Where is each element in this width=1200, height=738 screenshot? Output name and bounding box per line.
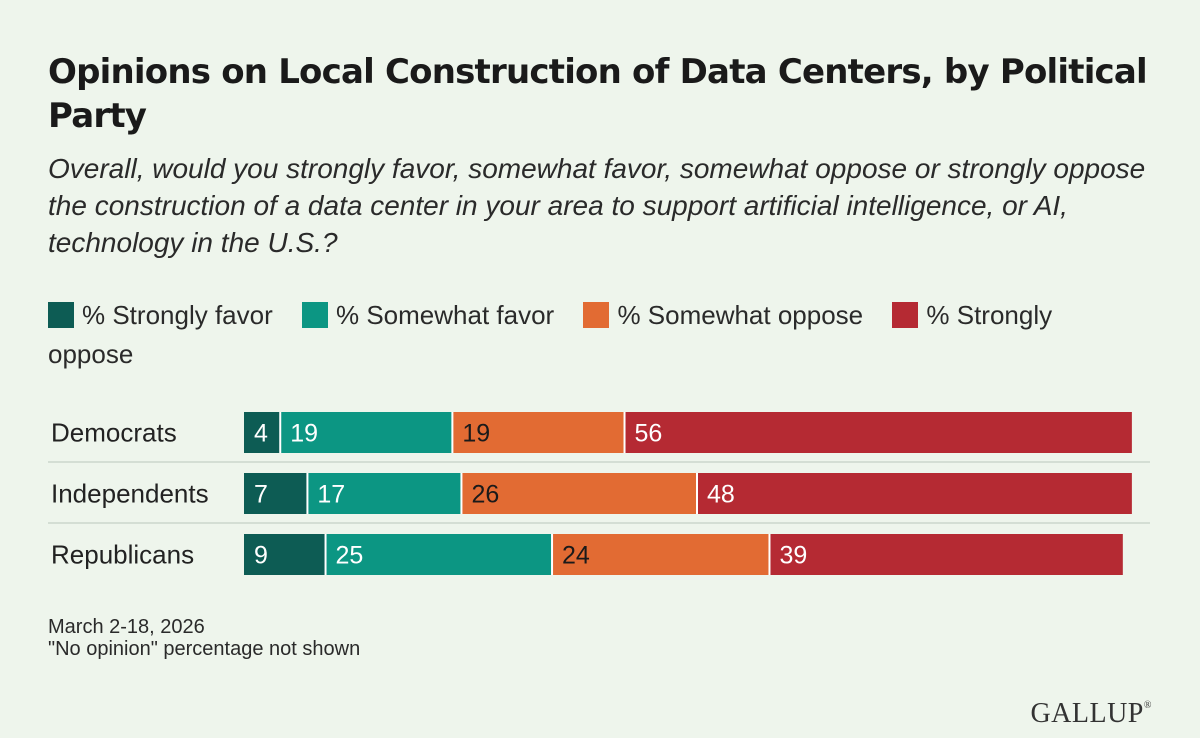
bar-independents-somewhat-favor xyxy=(307,473,462,514)
legend-item-somewhat-favor: % Somewhat favor xyxy=(301,300,555,330)
gallup-logo: GALLUP® xyxy=(1030,698,1152,730)
data-label-independents-somewhat-favor: 17 xyxy=(317,481,345,509)
bar-democrats-strongly-favor xyxy=(244,412,281,453)
legend-item-strongly-favor: % Strongly favor xyxy=(48,300,273,330)
bar-republicans-strongly-favor xyxy=(244,534,326,575)
category-label-independents: Independents xyxy=(51,479,209,509)
data-label-democrats-strongly-oppose: 56 xyxy=(635,420,663,448)
legend-label-strongly-oppose: % Strongly oppose xyxy=(48,300,1053,369)
chart-title: Opinions on Local Construction of Data C… xyxy=(48,52,1148,136)
brand-name: GALLUP xyxy=(1030,698,1144,729)
data-label-democrats-somewhat-favor: 19 xyxy=(290,420,318,448)
legend-swatch-strongly-oppose xyxy=(892,302,919,328)
survey-date: March 2-18, 2026 xyxy=(48,616,205,638)
legend-swatch-strongly-favor xyxy=(48,302,74,328)
legend-label-somewhat-favor: % Somewhat favor xyxy=(335,300,555,330)
legend-swatch-somewhat-favor xyxy=(301,302,328,328)
data-label-democrats-somewhat-oppose: 19 xyxy=(462,420,490,448)
legend-label-somewhat-oppose: % Somewhat oppose xyxy=(617,300,864,330)
bar-democrats-somewhat-favor xyxy=(280,412,453,453)
bar-republicans-somewhat-oppose xyxy=(552,534,770,575)
bar-republicans-strongly-oppose xyxy=(769,534,1123,575)
category-label-democrats: Democrats xyxy=(51,418,177,448)
legend-swatch-somewhat-oppose xyxy=(583,302,610,328)
data-label-republicans-strongly-oppose: 39 xyxy=(779,542,807,570)
bar-democrats-strongly-oppose xyxy=(624,412,1132,453)
chart-legend: % Strongly favor % Somewhat favor % Some… xyxy=(48,296,1138,374)
chart-subtitle: Overall, would you strongly favor, somew… xyxy=(48,153,1146,258)
category-label-republicans: Republicans xyxy=(51,540,194,570)
data-label-independents-strongly-oppose: 48 xyxy=(707,481,735,509)
bar-republicans-somewhat-favor xyxy=(325,534,553,575)
legend-item-strongly-oppose: % Strongly oppose xyxy=(48,300,1052,369)
chart-footnote: "No opinion" percentage not shown xyxy=(48,638,361,660)
bar-independents-strongly-oppose xyxy=(697,473,1132,514)
legend-label-strongly-favor: % Strongly favor xyxy=(82,300,273,330)
data-label-republicans-somewhat-favor: 25 xyxy=(336,542,364,570)
bar-independents-somewhat-oppose xyxy=(461,473,697,514)
data-label-independents-strongly-favor: 7 xyxy=(254,481,268,509)
registered-mark: ® xyxy=(1143,700,1152,711)
bar-independents-strongly-favor xyxy=(244,473,308,514)
legend-item-somewhat-oppose: % Somewhat oppose xyxy=(583,300,863,330)
data-label-republicans-strongly-favor: 9 xyxy=(254,542,268,570)
data-label-independents-somewhat-oppose: 26 xyxy=(471,481,499,509)
data-label-republicans-somewhat-oppose: 24 xyxy=(562,542,590,570)
bar-democrats-somewhat-oppose xyxy=(452,412,625,453)
data-label-democrats-strongly-favor: 4 xyxy=(254,420,268,448)
